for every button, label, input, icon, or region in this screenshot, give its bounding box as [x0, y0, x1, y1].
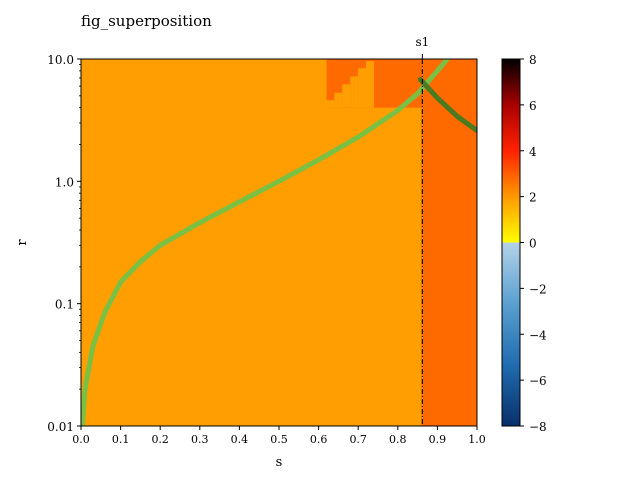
x-tick-label-7: 0.7 [349, 433, 367, 446]
colorbar-tick-label-1: 6 [529, 99, 537, 113]
x-tick-label-0: 0.0 [72, 433, 90, 446]
colorbar-tick-label-5: −2 [529, 282, 547, 296]
colorbar-tick-label-2: 4 [529, 145, 537, 159]
x-tick-label-10: 1.0 [468, 433, 486, 446]
colorbar-tick-label-3: 2 [529, 191, 537, 205]
x-tick-label-1: 0.1 [112, 433, 130, 446]
heatmap-region-0 [81, 59, 422, 426]
vline-s1-label: s1 [415, 35, 429, 49]
y-tick-label-2: 1.0 [55, 175, 74, 189]
x-tick-label-9: 0.9 [429, 433, 447, 446]
y-axis-label: r [15, 239, 30, 246]
y-tick-label-1: 0.1 [55, 298, 74, 312]
x-tick-label-3: 0.3 [191, 433, 209, 446]
heatmap-step-4 [350, 76, 359, 108]
y-tick-label-3: 10.0 [47, 53, 74, 67]
colorbar: 8 6 4 2 0 −2 −4 −6 −8 [501, 53, 547, 434]
chart-marks: s1 [81, 35, 477, 426]
x-tick-label-2: 0.2 [151, 433, 169, 446]
colorbar-tick-label-8: −8 [529, 420, 547, 434]
heatmap-step-2 [334, 92, 343, 108]
colorbar-tick-label-6: −4 [529, 328, 547, 342]
colorbar-tick-label-7: −6 [529, 374, 547, 388]
series-line-0 [81, 59, 450, 426]
x-axis-label: s [276, 455, 283, 470]
heatmap-step-3 [342, 84, 351, 108]
heatmap-step-5 [358, 68, 367, 108]
heatmap-step-6 [366, 61, 375, 108]
heatmap-step-1 [326, 100, 335, 108]
curves [81, 59, 477, 426]
chart-title: fig_superposition [81, 12, 212, 30]
x-tick-label-5: 0.5 [270, 433, 288, 446]
colorbar-tick-label-0: 8 [529, 53, 537, 67]
x-tick-label-4: 0.4 [231, 433, 249, 446]
y-tick-label-0: 0.01 [47, 420, 74, 434]
heatmap-region-1 [421, 59, 477, 426]
plot-area [81, 59, 477, 426]
heatmap-regions [81, 59, 477, 426]
series-line-1 [417, 77, 477, 134]
colorbar-tick-label-4: 0 [529, 237, 537, 251]
x-tick-label-8: 0.8 [389, 433, 407, 446]
axes: 0.0 0.1 0.2 0.3 0.4 0.5 0.6 0.7 0.8 0.9 1.0 0.01 0.1… [47, 53, 485, 446]
colorbar-bar [501, 58, 521, 427]
x-tick-label-6: 0.6 [310, 433, 328, 446]
